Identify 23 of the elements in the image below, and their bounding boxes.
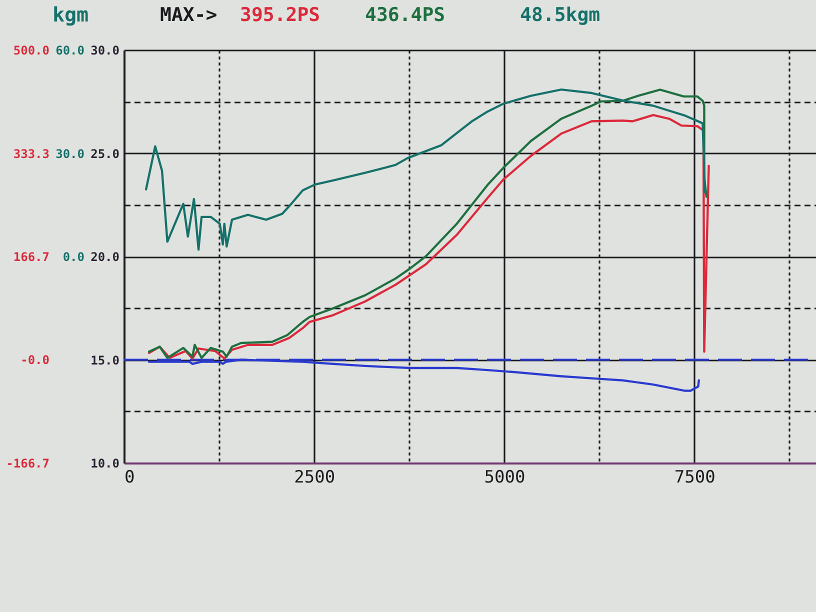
y3-tick-label: 30.0	[56, 146, 84, 161]
y3-tick-label: 0.0	[62, 250, 84, 264]
x-tick-label: 2500	[294, 468, 336, 488]
y-tick-label: 15.0	[90, 353, 120, 368]
y3-axis-title: kgm	[52, 2, 89, 26]
y-tick-label: 30.0	[90, 44, 120, 58]
line-series	[144, 88, 706, 251]
text: 48.5kgm	[520, 4, 600, 26]
y2-tick-label: 166.7	[13, 250, 50, 264]
x-tick-label: 5000	[484, 468, 526, 488]
y-tick-label: 20.0	[90, 250, 120, 264]
y2-tick-label: 500.0	[13, 44, 50, 58]
y2-tick-label: -166.7	[6, 456, 50, 470]
y3-tick-label: 60.0	[56, 44, 84, 58]
text: 395.2PS	[240, 4, 320, 26]
text: MAX->	[160, 4, 218, 26]
text: 436.4PS	[365, 4, 446, 26]
y-tick-label: 10.0	[90, 456, 120, 470]
x-tick-label: 0	[124, 468, 135, 488]
y2-tick-label: -0.0	[20, 353, 50, 368]
y2-tick-label: 333.3	[13, 146, 50, 161]
y-tick-label: 25.0	[90, 146, 120, 161]
x-tick-label: 7500	[674, 468, 716, 488]
